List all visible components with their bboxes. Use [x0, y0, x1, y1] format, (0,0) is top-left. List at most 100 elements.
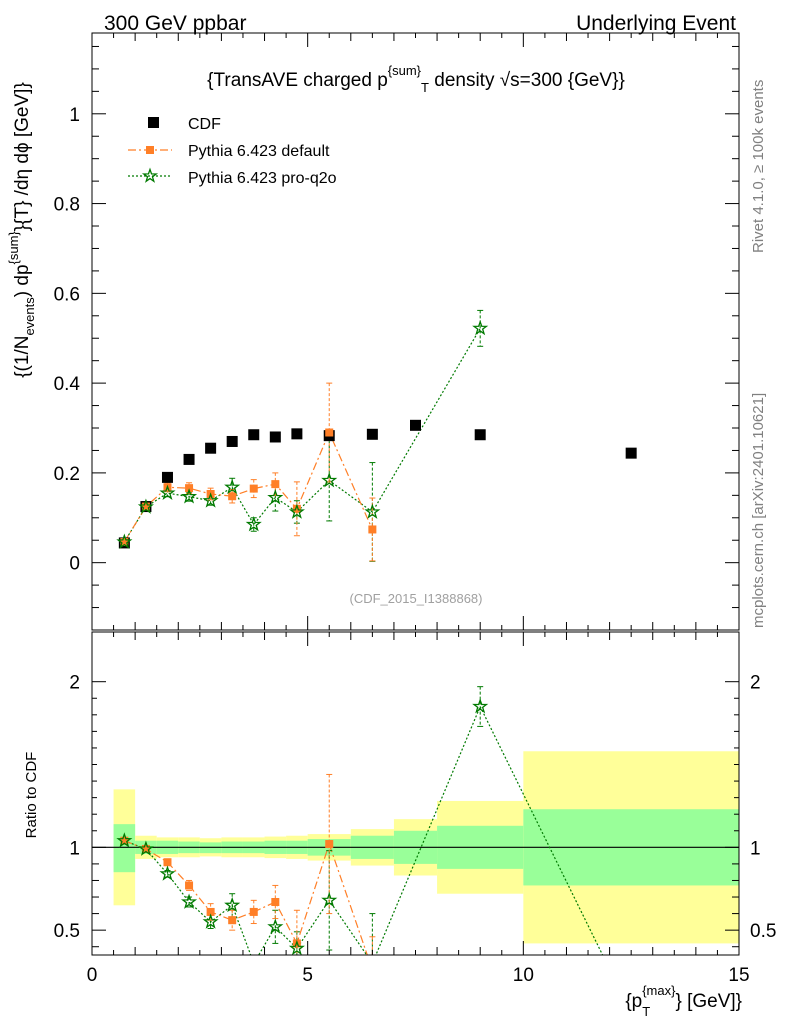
ylabel-c: }{T} /dη dϕ [GeV]}: [12, 82, 33, 231]
cdf-point: [183, 453, 195, 465]
legend-cdf-label: CDF: [188, 116, 221, 133]
ratio-default-point: [141, 844, 150, 853]
cdf-point: [205, 442, 217, 454]
y-tick-label: 0.8: [54, 195, 80, 216]
ratio-q2o-point: [253, 954, 254, 955]
legend-default-marker: [146, 146, 154, 154]
default-point: [141, 502, 150, 511]
ratio-tick-label-right: 1: [750, 838, 761, 859]
axes: 0 5 10 15 0 0.2 0.4 0.6 0.8 1 0.5 0.5 1 1 2 2: [54, 33, 776, 986]
q2o-point: [159, 484, 176, 500]
default-point: [368, 525, 377, 534]
ratio-q2o-point: [372, 954, 373, 955]
q2o-point: [137, 498, 154, 514]
default-point: [249, 484, 258, 493]
cdf-point: [291, 428, 303, 440]
q2o-point: [364, 503, 381, 519]
q2o-point: [224, 478, 241, 495]
default-point: [228, 492, 237, 501]
xlabel-post: } [GeV]}: [675, 991, 742, 1012]
title-pre: {TransAVE charged p: [207, 70, 388, 91]
ratio-default-point: [228, 916, 237, 925]
ratio-q2o-line: [124, 706, 481, 955]
mcplots-label: mcplots.cern.ch [arXiv:2401.10621]: [750, 393, 767, 628]
cdf-point: [474, 429, 486, 441]
ylabel-b: ) dp: [12, 264, 33, 297]
ratio-q2o-point: [159, 865, 176, 881]
x-tick-label: 0: [87, 965, 98, 986]
q2o-point: [472, 319, 489, 336]
ratio-q2o-point: [116, 832, 133, 848]
q2o-point: [202, 492, 219, 508]
default-point: [271, 480, 280, 489]
y-tick-label: 0.6: [54, 284, 80, 305]
default-line: [123, 430, 373, 543]
ratio-frame: [91, 631, 740, 956]
title-post: density √s=300 {GeV}}: [429, 70, 625, 91]
xlabel-sub: T: [642, 1004, 650, 1019]
cdf-point: [161, 471, 173, 483]
y-tick-label: 0.2: [54, 464, 80, 485]
q2o-point: [116, 533, 133, 549]
ratio-tick-label: 0.5: [54, 921, 80, 942]
ratio-tick-label: 1: [69, 838, 80, 859]
ratio-q2o-point: [321, 891, 338, 908]
ratio-default-point: [249, 907, 258, 916]
ratio-tick-label: 2: [69, 673, 80, 694]
ratio-default-point: [368, 966, 376, 974]
q2o-line: [123, 328, 481, 543]
ratio-q2o-point: [472, 698, 489, 714]
ratio-q2o-point: [137, 840, 154, 856]
ratio-tick-label-right: 2: [750, 673, 761, 694]
x-tick-label: 15: [728, 965, 749, 986]
analysis-watermark: (CDF_2015_I1388868): [350, 591, 483, 606]
legend-default-label: Pythia 6.423 default: [188, 143, 330, 160]
x-axis-label: {pT {max}} [GeV]}: [625, 983, 742, 1019]
cdf-point: [625, 447, 637, 459]
main-frame: [91, 32, 740, 631]
xlabel-pre: {p: [625, 991, 642, 1012]
ratio-default-point: [206, 907, 215, 916]
x-tick-label: 10: [513, 965, 534, 986]
ratio-q2o-point: [224, 896, 241, 913]
ratio-q2o-point: [267, 918, 284, 934]
legend-q2o-marker: [141, 167, 159, 183]
x-tick-label: 5: [302, 965, 313, 986]
default-point: [292, 504, 301, 513]
ylabel-a-sub: events: [22, 297, 37, 336]
y-tick-label: 0: [69, 554, 80, 575]
rivet-label: Rivet 4.1.0, ≥ 100k events: [750, 80, 767, 253]
header-left: 300 GeV ppbar: [104, 12, 246, 35]
chart-title: {TransAVE charged p{sum} T density √s=300…: [207, 63, 625, 95]
cdf-point: [226, 435, 238, 447]
ylabel-b-sup: {sum}: [6, 231, 21, 265]
main-series: [116, 309, 637, 562]
title-sub: T: [421, 80, 429, 95]
ratio-q2o-point: [180, 893, 198, 909]
ratio-default-point: [185, 881, 194, 890]
ratio-default-point: [163, 858, 172, 867]
ratio-y-label: Ratio to CDF: [23, 752, 40, 839]
y-axis-label: {(1/Nevents) dp{sum}}{T} /dη dϕ [GeV]}: [6, 82, 37, 378]
ratio-bands: [92, 751, 739, 944]
legend-cdf-marker: [148, 117, 159, 128]
cdf-point: [410, 419, 421, 431]
q2o-point: [288, 503, 305, 519]
ratio-series: [116, 686, 604, 974]
cdf-point: [248, 429, 260, 441]
q2o-point: [267, 489, 284, 505]
cdf-point: [269, 431, 281, 443]
cdf-point: [366, 428, 378, 440]
header-right: Underlying Event: [576, 12, 736, 35]
ratio-q2o-tail: [479, 706, 604, 955]
q2o-point: [321, 472, 338, 488]
title-sup: {sum}: [388, 63, 422, 78]
default-point: [120, 538, 129, 547]
ratio-default-point: [271, 897, 280, 906]
legend: CDF Pythia 6.423 default Pythia 6.423 pr…: [128, 116, 337, 187]
ratio-default-line: [124, 840, 368, 955]
ratio-band-stat: [113, 824, 136, 873]
ratio-default-point: [325, 840, 334, 849]
q2o-point: [245, 516, 262, 532]
